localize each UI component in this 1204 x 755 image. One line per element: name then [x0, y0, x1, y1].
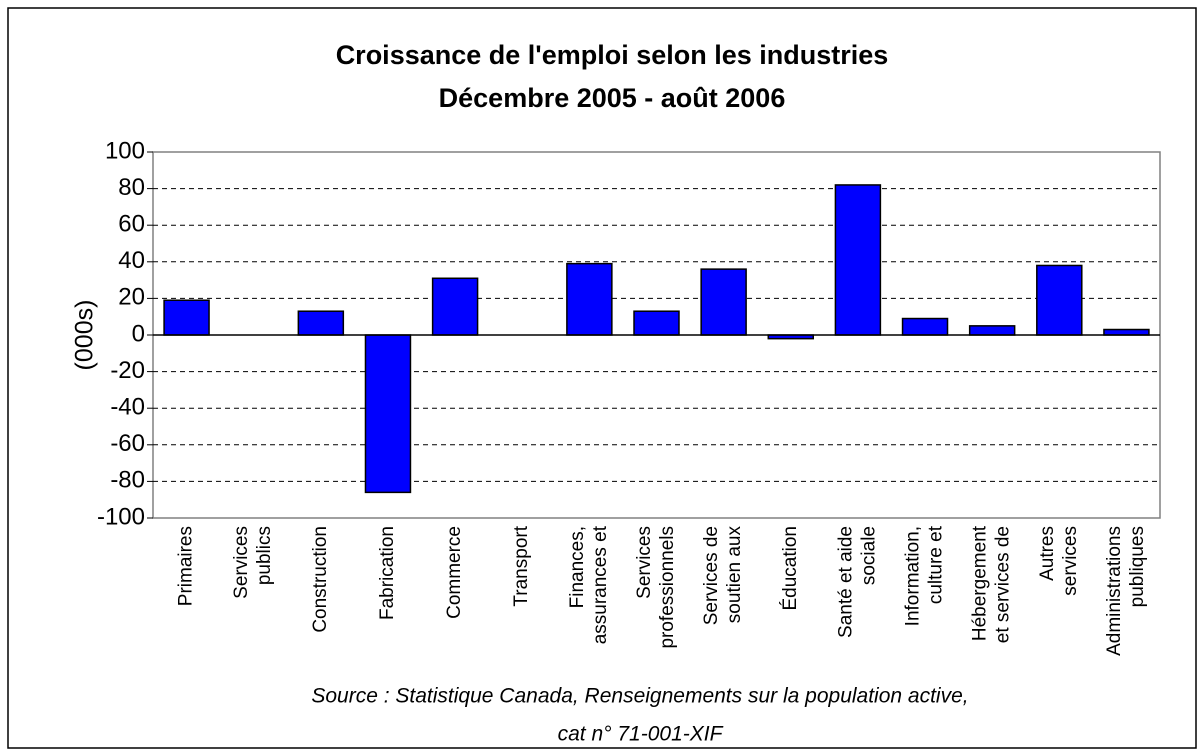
x-tick-label: Commerce: [444, 526, 465, 619]
y-tick-label: 20: [118, 284, 145, 311]
bar: [834, 184, 882, 336]
y-axis-label: (000s): [71, 300, 99, 371]
x-tick-label-line: Fabrication: [377, 526, 398, 620]
x-tick-label-line: assurances et: [590, 525, 611, 644]
x-tick-label: Transport: [511, 525, 532, 606]
y-tick-label: 80: [118, 174, 145, 201]
y-tick-label: -60: [110, 430, 145, 457]
x-tick-label: Primaires: [176, 526, 197, 606]
bar: [1103, 328, 1150, 336]
bar: [633, 310, 680, 336]
y-tick-label: 100: [105, 137, 145, 164]
x-tick-label-line: publiques: [1127, 526, 1148, 607]
source-note: cat n° 71-001-XIF: [558, 723, 724, 746]
x-tick-label-line: Transport: [511, 525, 532, 606]
x-tick-label: Services publics: [231, 526, 275, 599]
bar: [297, 310, 345, 336]
x-tick-label: Hébergement et services de: [970, 525, 1014, 643]
x-tick-label-line: services: [1060, 526, 1081, 596]
bar: [364, 334, 412, 494]
x-tick-label: Fabrication: [377, 526, 398, 620]
y-tick-label: -100: [97, 503, 145, 530]
bar: [1036, 264, 1083, 336]
x-tick-label-line: professionnels: [657, 526, 678, 649]
x-tick-label-line: Primaires: [176, 526, 197, 606]
source-note: Source : Statistique Canada, Renseigneme…: [311, 685, 968, 708]
x-tick-label: Services professionnels: [634, 526, 678, 649]
x-tick-label: Information, culture et: [903, 525, 947, 626]
x-tick-label-line: soutien aux: [724, 526, 745, 624]
x-tick-label-line: Hébergement: [970, 525, 991, 641]
x-tick-label: Autres services: [1037, 526, 1081, 596]
y-tick-label: -20: [110, 357, 145, 384]
x-tick-label-line: Information,: [903, 526, 924, 626]
x-tick-label-line: Éducation: [780, 526, 801, 611]
bar: [163, 299, 210, 336]
bar: [566, 262, 613, 336]
y-tick-label: -40: [110, 394, 145, 421]
x-tick-label-line: publics: [254, 526, 275, 585]
x-tick-label: Éducation: [780, 526, 801, 611]
x-tick-label-line: et services de: [993, 526, 1014, 643]
x-tick-label-line: Administrations: [1104, 526, 1125, 656]
x-tick-label-line: Services de: [701, 526, 722, 625]
x-tick-label: Administrations publiques: [1104, 526, 1148, 656]
x-tick-label-line: Finances,: [567, 526, 588, 608]
chart-subtitle: Décembre 2005 - août 2006: [439, 83, 786, 113]
x-tick-label-line: Services: [231, 526, 252, 599]
bar: [431, 277, 479, 336]
y-tick-label: 60: [118, 211, 145, 238]
bar: [968, 325, 1016, 336]
x-tick-label-line: Construction: [310, 526, 331, 633]
y-tick-label: -80: [110, 467, 145, 494]
bar: [901, 317, 949, 336]
chart-title: Croissance de l'emploi selon les industr…: [336, 40, 889, 70]
x-tick-label: Santé et aide sociale: [835, 526, 879, 638]
x-tick-label-line: Santé et aide: [835, 526, 856, 638]
x-tick-label: Services de soutien aux: [701, 526, 745, 626]
x-tick-label: Construction: [310, 526, 331, 633]
y-tick-label: 0: [132, 320, 145, 347]
x-tick-label-line: sociale: [858, 526, 879, 585]
x-tick-label-line: Services: [634, 526, 655, 599]
x-tick-label-line: Commerce: [444, 526, 465, 619]
bar: [700, 268, 747, 336]
y-tick-label: 40: [118, 247, 145, 274]
x-tick-label-line: culture et: [926, 525, 947, 604]
x-tick-label: Finances, assurances et: [567, 525, 611, 644]
x-tick-label-line: Autres: [1037, 526, 1058, 581]
